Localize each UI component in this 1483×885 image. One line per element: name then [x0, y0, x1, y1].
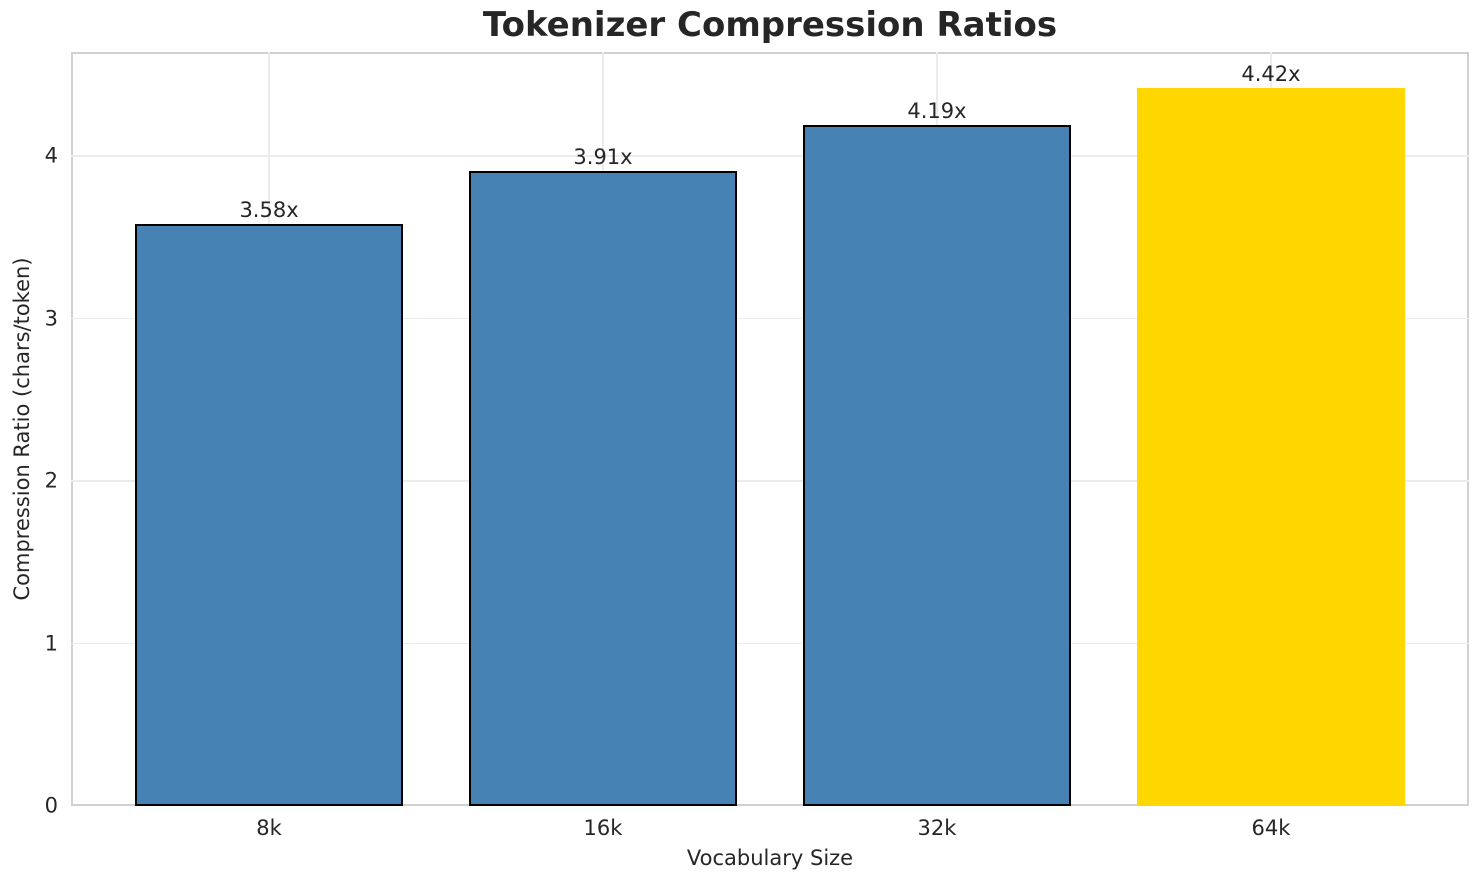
gridline-y-3 [71, 317, 1469, 320]
bar-64k [1137, 87, 1405, 806]
y-tick-0: 0 [44, 793, 58, 818]
gridline-y-1 [71, 642, 1469, 645]
bar-16k [469, 170, 737, 806]
bar-32k [803, 125, 1071, 806]
y-tick-4: 4 [44, 143, 58, 168]
gridline-y-4 [71, 155, 1469, 157]
x-tick-16k: 16k [583, 816, 623, 840]
x-axis-tick-labels: 8k 16k 32k 64k [71, 818, 1469, 842]
y-axis-label: Compression Ratio (chars/token) [10, 257, 34, 601]
bar-8k [135, 224, 403, 806]
bar-value-label-16k: 3.91x [573, 144, 633, 169]
x-tick-8k: 8k [256, 816, 282, 840]
plot-area: 3.58x 3.91x 4.19x 4.42x [71, 52, 1469, 806]
x-axis-label: Vocabulary Size [686, 846, 854, 870]
bar-value-label-32k: 4.19x [907, 99, 967, 124]
y-tick-1: 1 [44, 631, 58, 655]
bar-value-label-64k: 4.42x [1241, 61, 1301, 86]
y-tick-2: 2 [44, 468, 58, 493]
gridline-y-2 [71, 480, 1469, 482]
y-axis-tick-labels: 0 1 2 3 4 [0, 52, 58, 816]
x-tick-64k: 64k [1251, 816, 1291, 840]
y-tick-3: 3 [44, 306, 58, 330]
x-tick-32k: 32k [917, 816, 957, 840]
chart-title: Tokenizer Compression Ratios [482, 5, 1058, 45]
bar-value-label-8k: 3.58x [239, 198, 299, 223]
